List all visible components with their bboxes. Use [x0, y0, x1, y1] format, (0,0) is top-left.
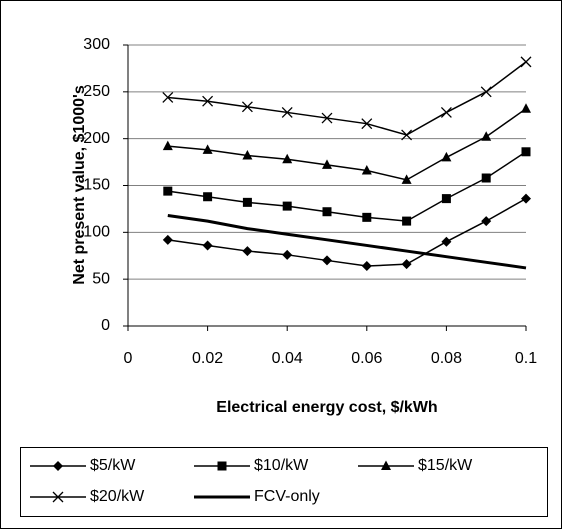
marker [480, 86, 492, 98]
marker [402, 216, 412, 226]
marker [202, 144, 213, 154]
legend-label: FCV-only [254, 488, 320, 505]
legend-label: $15/kW [418, 457, 473, 474]
marker [520, 56, 532, 68]
legend-box [20, 447, 548, 517]
series-line [167, 108, 527, 181]
marker [202, 95, 214, 107]
series-line [167, 61, 527, 136]
marker [242, 197, 252, 207]
marker [322, 207, 332, 217]
x-tick-label: 0.02 [192, 350, 223, 367]
marker [401, 259, 412, 270]
y-tick-label: 100 [83, 224, 110, 241]
marker [481, 173, 491, 183]
x-tick-label: 0.04 [272, 350, 303, 367]
marker [242, 246, 253, 257]
legend-label: $20/kW [90, 488, 145, 505]
legend-label: $10/kW [254, 457, 309, 474]
x-tick-label: 0.1 [515, 350, 537, 367]
marker [481, 216, 492, 227]
marker [163, 186, 173, 196]
marker [401, 174, 412, 184]
marker [440, 106, 452, 118]
y-tick-label: 50 [92, 270, 110, 287]
marker [241, 101, 253, 113]
marker [521, 193, 531, 204]
marker [361, 261, 372, 272]
y-tick-label: 0 [101, 317, 110, 334]
marker [441, 151, 452, 162]
y-tick-label: 200 [83, 130, 110, 147]
y-tick-label: 150 [83, 177, 110, 194]
x-tick-label: 0.06 [351, 350, 382, 367]
series-line [167, 213, 527, 270]
marker [481, 131, 492, 141]
marker [322, 159, 332, 169]
marker [361, 118, 373, 130]
marker [281, 106, 293, 118]
marker [282, 201, 292, 211]
marker [521, 103, 531, 113]
marker [162, 91, 174, 103]
series-line [167, 151, 527, 222]
marker [362, 212, 372, 222]
legend-marker [53, 461, 63, 471]
marker [203, 192, 213, 202]
marker [361, 165, 372, 175]
marker [162, 234, 173, 245]
marker [282, 153, 293, 164]
marker [282, 249, 293, 260]
marker [202, 240, 213, 251]
marker [401, 129, 413, 141]
x-axis-label: Electrical energy cost, $/kWh [216, 399, 437, 416]
x-tick-label: 0 [124, 350, 133, 367]
y-tick-label: 250 [83, 83, 110, 100]
legend-marker [217, 461, 227, 471]
legend-marker [381, 460, 391, 470]
marker [521, 147, 531, 157]
marker [322, 255, 332, 266]
series-line [167, 197, 527, 267]
y-axis-label: Net present value, $1000's [71, 85, 88, 285]
legend-label: $5/kW [90, 457, 136, 474]
marker [162, 140, 173, 151]
marker [321, 112, 333, 124]
y-tick-label: 300 [83, 36, 110, 53]
legend-marker [52, 491, 64, 503]
marker [441, 194, 451, 204]
marker [242, 150, 253, 160]
marker [441, 236, 452, 247]
x-tick-label: 0.08 [431, 350, 462, 367]
